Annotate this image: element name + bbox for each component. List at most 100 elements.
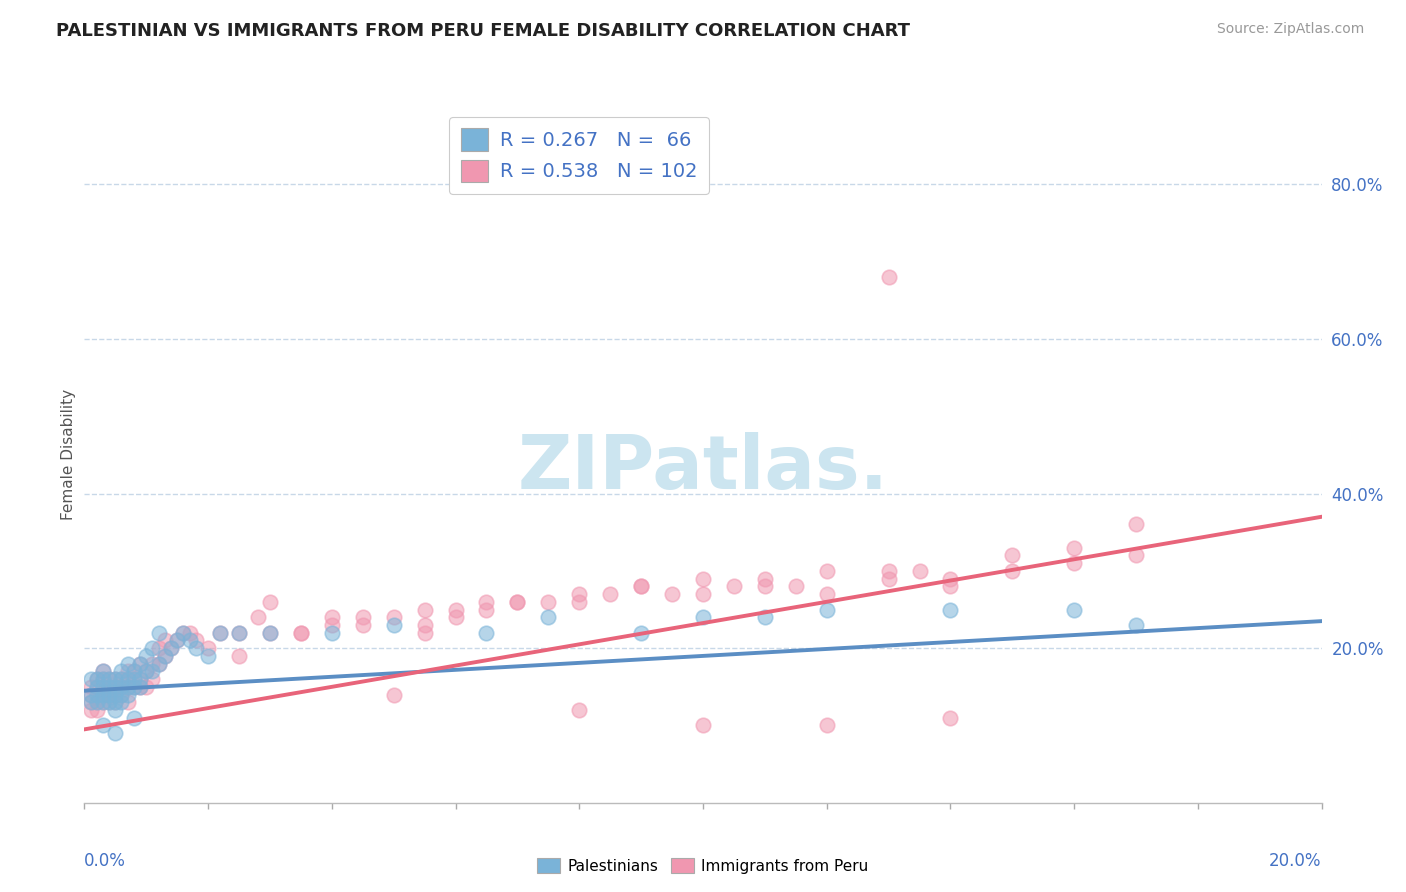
Point	[79, 680, 101, 694]
Point	[122, 680, 145, 694]
Point	[98, 680, 121, 694]
Point	[475, 625, 498, 640]
Point	[413, 625, 436, 640]
Point	[1125, 618, 1147, 632]
Legend: R = 0.267   N =  66, R = 0.538   N = 102: R = 0.267 N = 66, R = 0.538 N = 102	[450, 117, 709, 194]
Point	[815, 587, 838, 601]
Point	[1063, 541, 1085, 555]
Point	[135, 648, 157, 663]
Point	[98, 695, 121, 709]
Point	[110, 688, 132, 702]
Point	[692, 587, 714, 601]
Point	[91, 672, 114, 686]
Point	[568, 587, 591, 601]
Point	[129, 672, 152, 686]
Point	[91, 695, 114, 709]
Point	[692, 572, 714, 586]
Point	[86, 695, 108, 709]
Point	[141, 657, 163, 671]
Point	[110, 695, 132, 709]
Point	[129, 680, 152, 694]
Point	[754, 572, 776, 586]
Point	[122, 665, 145, 679]
Point	[321, 618, 343, 632]
Text: ZIPatlas.: ZIPatlas.	[517, 433, 889, 506]
Point	[79, 695, 101, 709]
Point	[104, 680, 127, 694]
Point	[153, 633, 176, 648]
Point	[129, 657, 152, 671]
Point	[79, 688, 101, 702]
Point	[110, 688, 132, 702]
Point	[197, 648, 219, 663]
Point	[129, 672, 152, 686]
Point	[630, 625, 652, 640]
Point	[160, 641, 183, 656]
Point	[630, 579, 652, 593]
Point	[122, 672, 145, 686]
Point	[98, 695, 121, 709]
Point	[197, 641, 219, 656]
Point	[86, 672, 108, 686]
Point	[259, 625, 281, 640]
Text: 0.0%: 0.0%	[84, 852, 127, 870]
Point	[86, 680, 108, 694]
Point	[754, 610, 776, 624]
Point	[1063, 556, 1085, 570]
Point	[815, 718, 838, 732]
Point	[877, 572, 900, 586]
Point	[184, 641, 207, 656]
Point	[754, 579, 776, 593]
Point	[104, 695, 127, 709]
Point	[908, 564, 931, 578]
Point	[91, 688, 114, 702]
Point	[86, 680, 108, 694]
Point	[104, 726, 127, 740]
Point	[352, 618, 374, 632]
Point	[110, 672, 132, 686]
Point	[141, 641, 163, 656]
Point	[290, 625, 312, 640]
Point	[1063, 602, 1085, 616]
Point	[98, 688, 121, 702]
Point	[86, 672, 108, 686]
Point	[321, 610, 343, 624]
Point	[1001, 564, 1024, 578]
Point	[110, 680, 132, 694]
Point	[568, 703, 591, 717]
Legend: Palestinians, Immigrants from Peru: Palestinians, Immigrants from Peru	[531, 852, 875, 880]
Point	[209, 625, 232, 640]
Point	[122, 672, 145, 686]
Point	[939, 602, 962, 616]
Point	[104, 695, 127, 709]
Point	[98, 688, 121, 702]
Point	[91, 672, 114, 686]
Point	[91, 718, 114, 732]
Point	[135, 665, 157, 679]
Point	[179, 625, 201, 640]
Point	[98, 672, 121, 686]
Point	[599, 587, 621, 601]
Point	[160, 641, 183, 656]
Point	[129, 657, 152, 671]
Point	[79, 672, 101, 686]
Point	[321, 625, 343, 640]
Point	[475, 602, 498, 616]
Point	[117, 672, 139, 686]
Point	[141, 672, 163, 686]
Point	[259, 595, 281, 609]
Point	[382, 610, 405, 624]
Point	[259, 625, 281, 640]
Point	[475, 595, 498, 609]
Point	[104, 688, 127, 702]
Point	[148, 657, 170, 671]
Point	[228, 625, 250, 640]
Point	[1125, 517, 1147, 532]
Point	[166, 633, 188, 648]
Point	[692, 610, 714, 624]
Point	[179, 633, 201, 648]
Point	[444, 610, 467, 624]
Point	[382, 618, 405, 632]
Point	[117, 688, 139, 702]
Point	[228, 625, 250, 640]
